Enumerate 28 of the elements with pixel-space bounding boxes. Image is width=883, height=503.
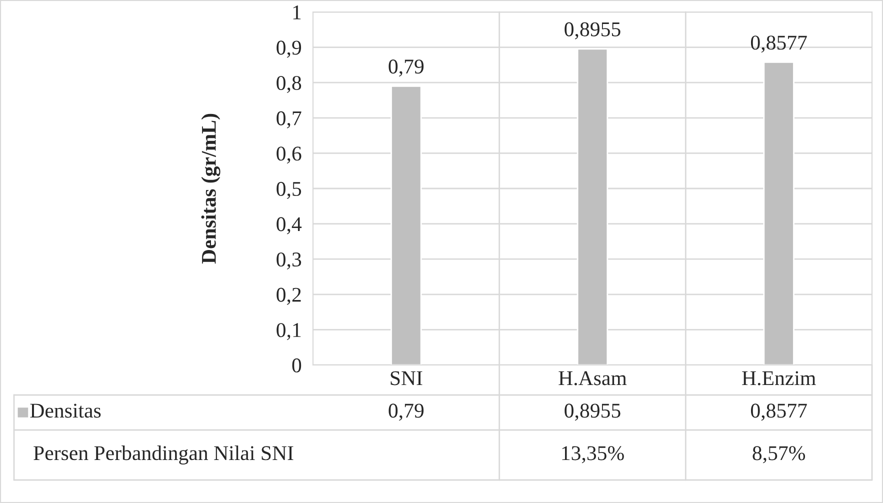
bar [763, 62, 794, 365]
y-axis-title: Densitas (gr/mL) [201, 114, 220, 264]
y-tick-label: 1 [293, 5, 301, 20]
y-tick-label: 0 [292, 358, 302, 372]
x-tick-label: H.Enzim [742, 371, 816, 386]
x-tick-label: SNI [390, 371, 422, 386]
bar [390, 85, 422, 365]
text: 13,35% [562, 446, 624, 464]
x-tick-label: H.Asam [558, 371, 627, 386]
y-tick-label: 0,3 [276, 252, 302, 270]
text: 0,8577 [750, 36, 807, 53]
text: Persen Perbandingan Nilai SNI [34, 446, 294, 464]
y-tick-label: 0,7 [276, 111, 302, 128]
y-tick-label: 0,9 [276, 40, 302, 58]
y-tick-label: 0,2 [276, 288, 301, 305]
legend-label: Densitas [30, 404, 101, 418]
data-label: 0,8955 [564, 404, 620, 421]
text: 0,8955 [564, 22, 620, 40]
data-label: 0,8577 [750, 404, 807, 421]
y-tick-label: 0,8 [276, 76, 302, 94]
bar [576, 48, 608, 365]
text: 0,79 [388, 60, 424, 77]
y-tick-label: 0,6 [276, 146, 302, 164]
y-tick-label: 0,1 [276, 323, 301, 340]
text: 8,57% [752, 446, 806, 464]
data-label: 0,79 [388, 404, 424, 421]
y-tick-label: 0,4 [276, 217, 302, 234]
y-tick-label: 0,5 [276, 182, 302, 199]
